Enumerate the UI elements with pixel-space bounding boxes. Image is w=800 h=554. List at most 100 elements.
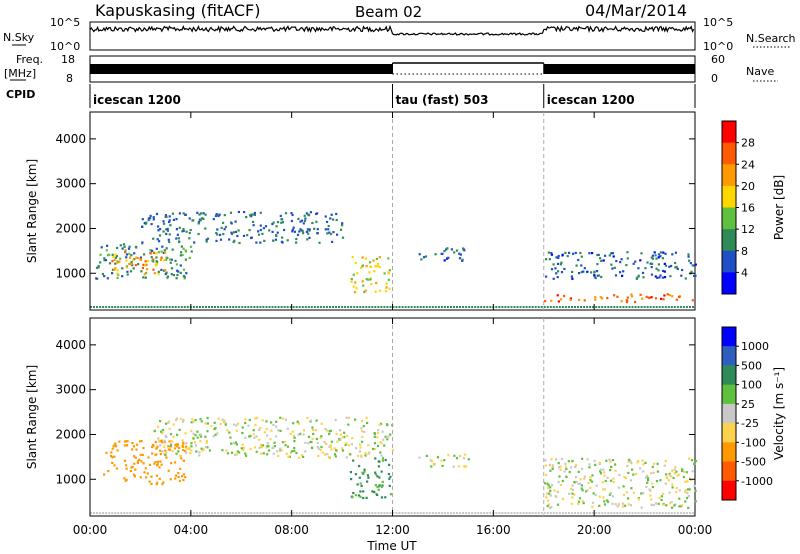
data-cell [185,442,188,445]
data-cell [547,486,550,489]
data-cell [395,512,398,514]
data-cell [120,512,123,514]
data-cell [601,481,604,484]
x-tick-label: 04:00 [174,523,209,537]
data-cell [265,512,268,514]
data-cell [583,306,586,308]
data-cell [99,306,102,308]
data-cell [147,217,150,220]
data-cell [561,479,564,483]
data-cell [253,213,256,216]
data-cell [599,296,602,299]
data-cell [635,473,638,476]
data-cell [147,456,150,459]
data-cell [276,221,280,224]
data-cell [575,264,578,267]
data-cell [351,437,354,440]
data-cell [159,306,162,308]
data-cell [117,512,120,514]
data-cell [424,255,428,258]
data-cell [273,445,276,448]
data-cell [155,474,159,477]
data-cell [323,441,326,444]
data-cell [176,433,179,436]
data-cell [274,238,278,241]
data-cell [604,512,607,514]
data-cell [380,306,383,308]
data-cell [333,447,336,450]
data-cell [290,219,293,223]
data-cell [380,512,383,514]
data-cell [300,229,303,232]
data-cell [301,229,304,233]
data-cell [178,226,181,229]
data-cell [334,418,337,421]
data-cell [142,263,145,266]
data-cell [603,474,606,477]
data-cell [378,484,381,487]
noise-right-tick-top: 10^5 [703,16,733,29]
data-cell [631,512,634,514]
data-cell [123,444,126,447]
data-cell [259,211,262,214]
data-cell [276,231,279,234]
data-cell [385,423,389,426]
data-cell [594,276,597,280]
data-cell [141,225,144,228]
data-cell [161,432,164,435]
data-cell [388,269,391,272]
data-cell [205,441,208,444]
data-cell [686,496,689,500]
data-cell [552,277,555,280]
data-cell [547,484,550,487]
data-cell [244,436,247,439]
data-cell [338,306,340,308]
data-cell [153,429,156,432]
data-cell [447,453,450,457]
data-cell [132,267,135,270]
data-cell [111,447,114,450]
data-cell [341,447,344,450]
data-cell [332,231,335,234]
data-cell [198,213,201,216]
data-cell [139,256,142,259]
data-cell [634,306,637,308]
data-cell [528,512,531,514]
data-cell [501,512,504,514]
data-cell [201,306,204,308]
data-cell [468,306,471,308]
data-cell [132,512,135,514]
data-cell [443,259,446,262]
data-cell [115,445,118,448]
data-cell [550,253,553,256]
data-cell [622,485,625,488]
cpid-segment-label: tau (fast) 503 [396,93,489,107]
data-cell [650,503,653,506]
data-cell [138,458,141,461]
data-cell [175,277,178,280]
data-cell [289,512,292,514]
data-cell [440,306,443,308]
data-cell [316,441,319,445]
data-cell [110,454,113,458]
freq-label-line2: [MHz] [4,67,36,80]
data-cell [197,220,201,224]
data-cell [389,493,392,496]
data-cell [147,219,150,222]
data-cell [579,478,582,481]
data-cell [136,460,140,463]
data-cell [354,494,358,497]
data-cell [321,451,324,454]
colorbar-title: Power [dB] [772,175,786,240]
data-cell [613,306,616,308]
data-cell [204,213,207,216]
data-cell [354,281,357,284]
data-cell [244,512,247,514]
data-cell [366,474,369,477]
data-cell [626,464,629,467]
data-cell [667,479,670,482]
data-cell [344,443,347,446]
data-cell [634,300,637,304]
data-cell [160,250,163,253]
data-cell [161,429,165,432]
